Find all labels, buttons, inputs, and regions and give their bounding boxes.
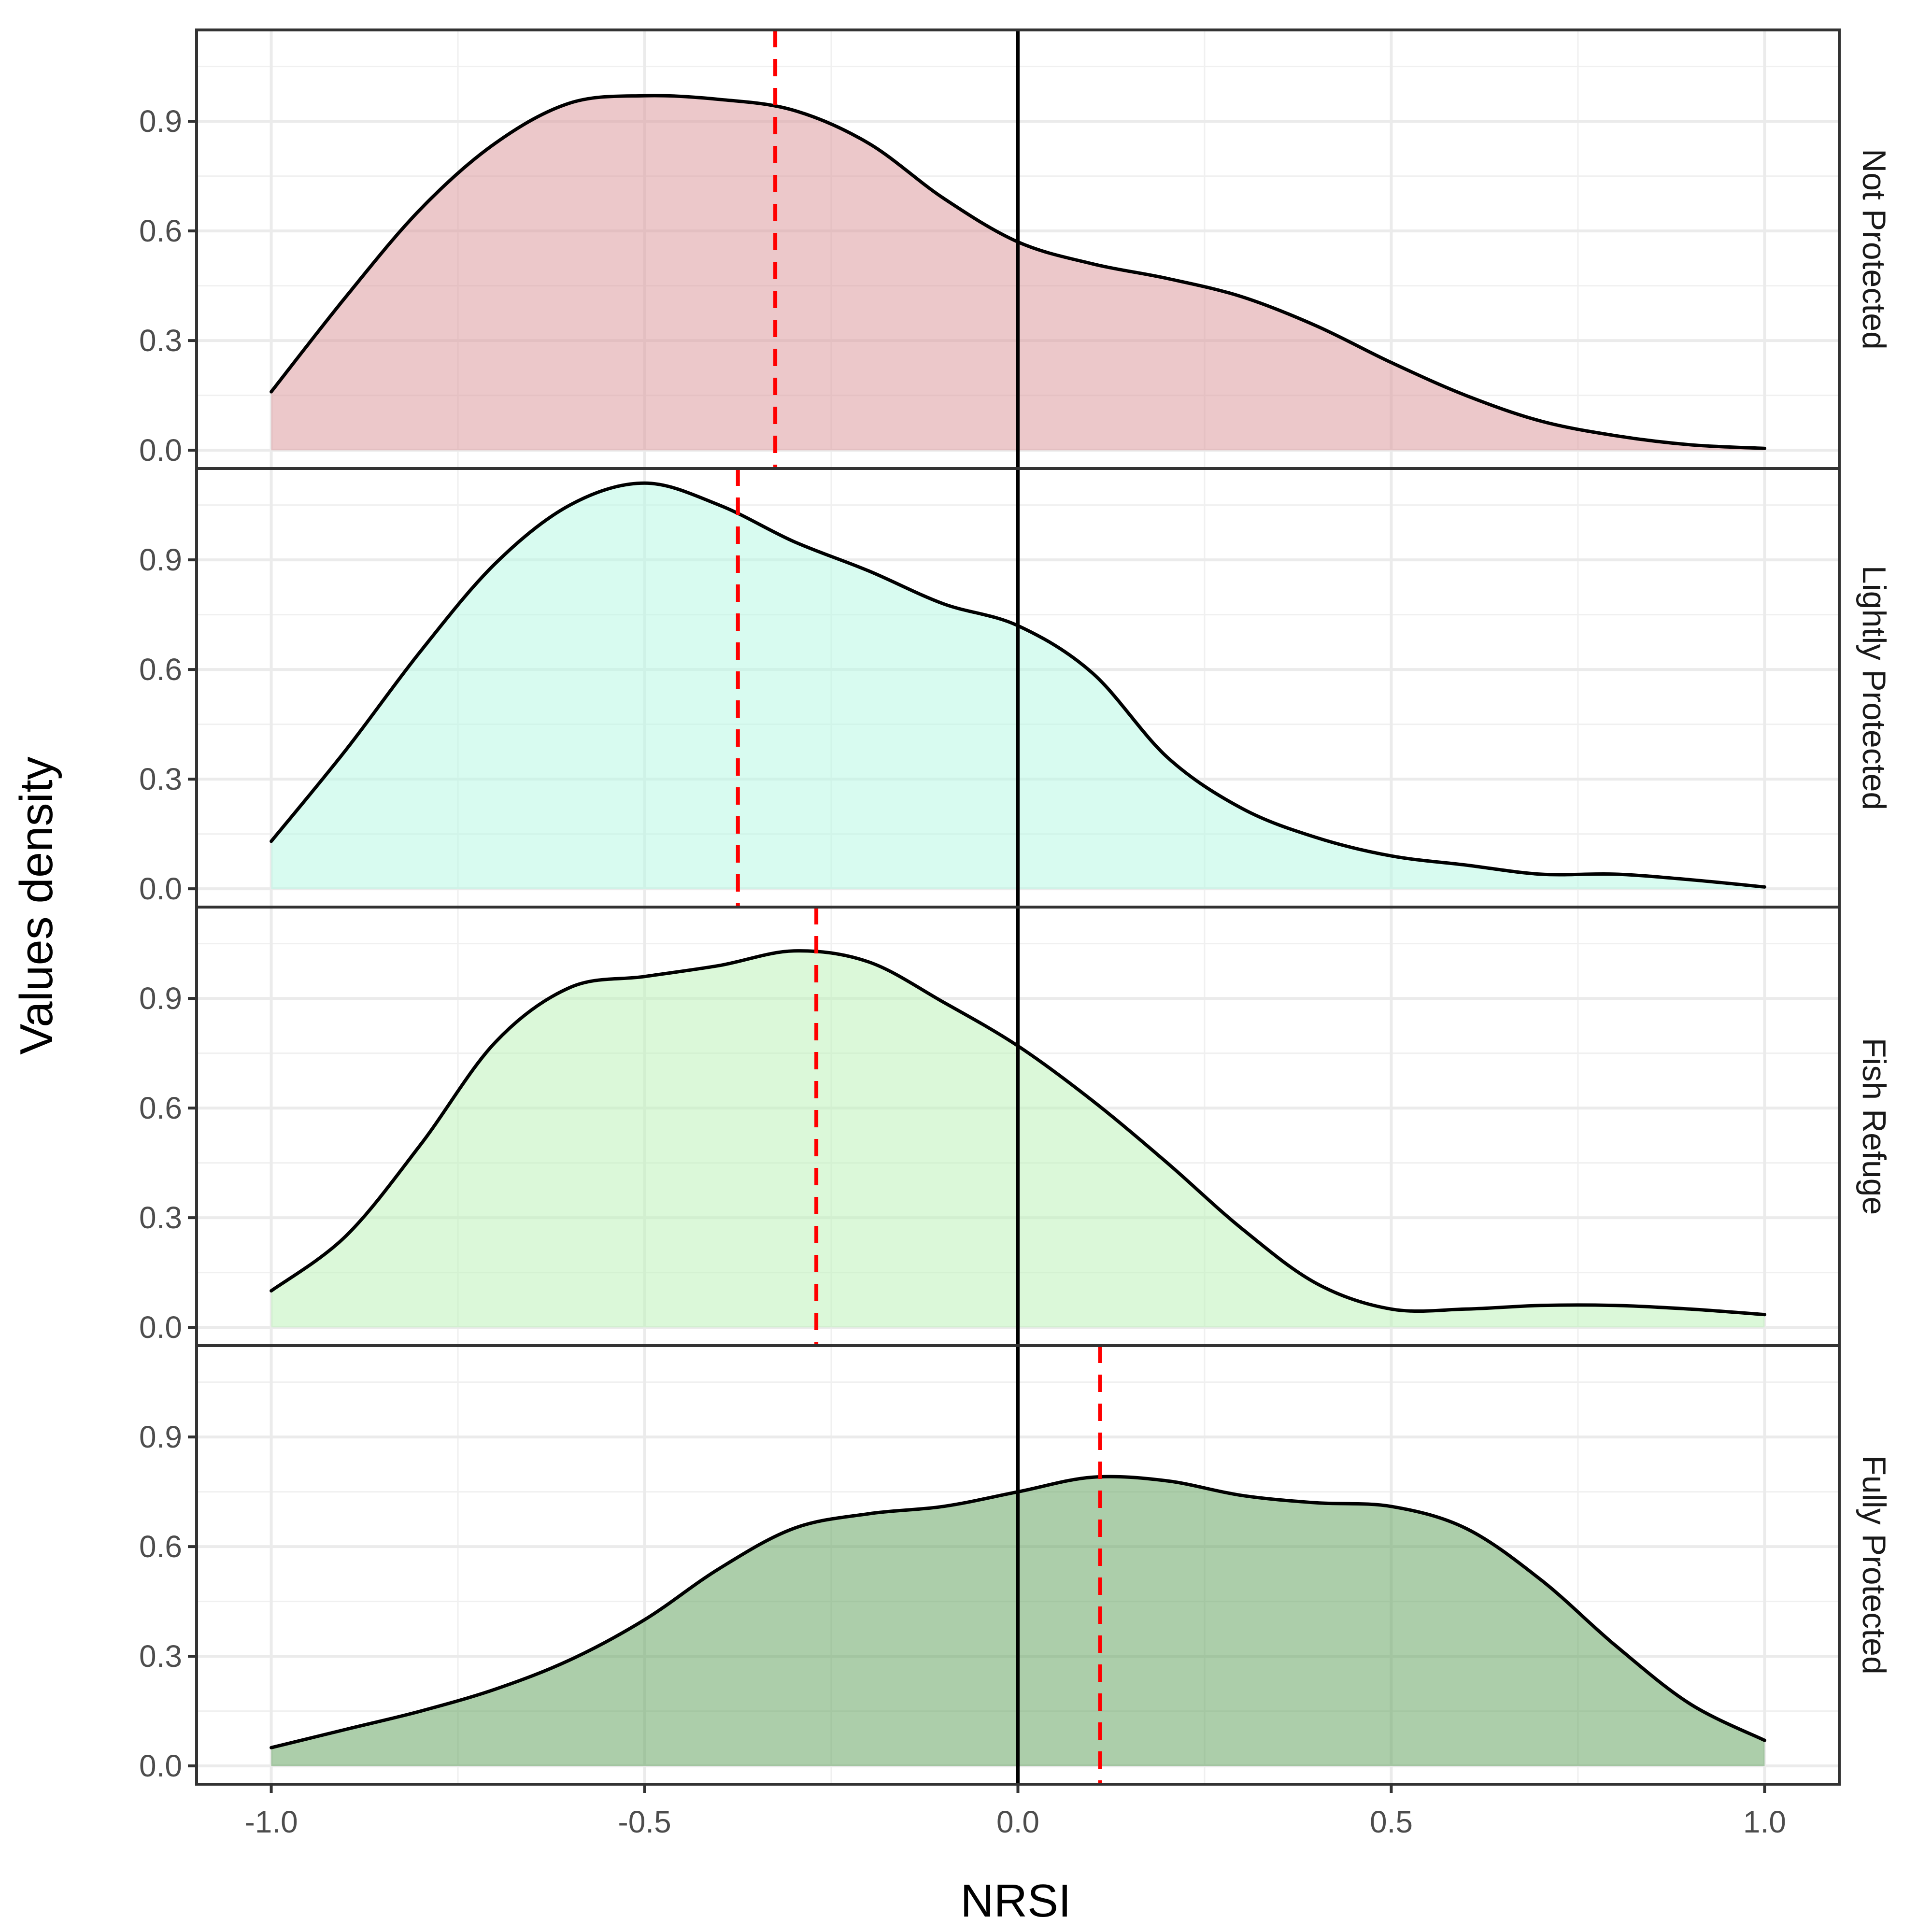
panels: 0.0 0.3 0.6 0.9 Not Protected 0.0 0.3 0.6 0.9 Lig…: [139, 28, 1892, 1786]
y-tick-label: 0.0: [139, 433, 182, 468]
y-tick-label: 0.3: [139, 1200, 182, 1235]
y-tick-label: 0.6: [139, 1529, 182, 1564]
y-tick-label: 0.0: [139, 1748, 182, 1783]
y-axis-title: Values density: [11, 756, 62, 1054]
x-tick-label: -1.0: [244, 1804, 298, 1839]
y-tick-label: 0.6: [139, 652, 182, 687]
y-tick-label: 0.0: [139, 1310, 182, 1345]
y-tick-label: 0.0: [139, 871, 182, 906]
y-tick-label: 0.6: [139, 1091, 182, 1125]
x-tick-label: -0.5: [618, 1804, 671, 1839]
facet-panel: 0.0 0.3 0.6 0.9 Not Protected: [139, 28, 1892, 470]
x-tick-label: 1.0: [1743, 1804, 1786, 1839]
density-curve: [270, 481, 1766, 889]
x-tick-label: 0.5: [1370, 1804, 1413, 1839]
y-tick-label: 0.9: [139, 981, 182, 1016]
x-tick-label: 0.0: [996, 1804, 1039, 1839]
density-curve: [270, 94, 1766, 450]
y-tick-label: 0.6: [139, 213, 182, 248]
facet-strip-label: Not Protected: [1856, 149, 1892, 350]
facet-strip-label: Fish Refuge: [1856, 1038, 1892, 1215]
density-curve: [270, 1475, 1766, 1749]
facet-strip-label: Lightly Protected: [1856, 566, 1892, 810]
facet-strip-label: Fully Protected: [1856, 1455, 1892, 1675]
y-tick-label: 0.3: [139, 323, 182, 358]
y-tick-label: 0.3: [139, 762, 182, 796]
density-curve: [270, 949, 1766, 1317]
facet-panel: 0.0 0.3 0.6 0.9 Fish Refuge: [139, 906, 1892, 1347]
y-tick-label: 0.9: [139, 104, 182, 139]
facet-panel: 0.0 0.3 0.6 0.9 Fully Protected: [139, 1344, 1892, 1786]
x-axis: -1.0 -0.5 0.0 0.5 1.0: [244, 1784, 1786, 1839]
x-axis-title: NRSI: [960, 1875, 1071, 1927]
y-tick-label: 0.3: [139, 1639, 182, 1674]
y-tick-label: 0.9: [139, 542, 182, 577]
y-tick-label: 0.9: [139, 1420, 182, 1454]
facet-panel: 0.0 0.3 0.6 0.9 Lightly Protected: [139, 467, 1892, 909]
